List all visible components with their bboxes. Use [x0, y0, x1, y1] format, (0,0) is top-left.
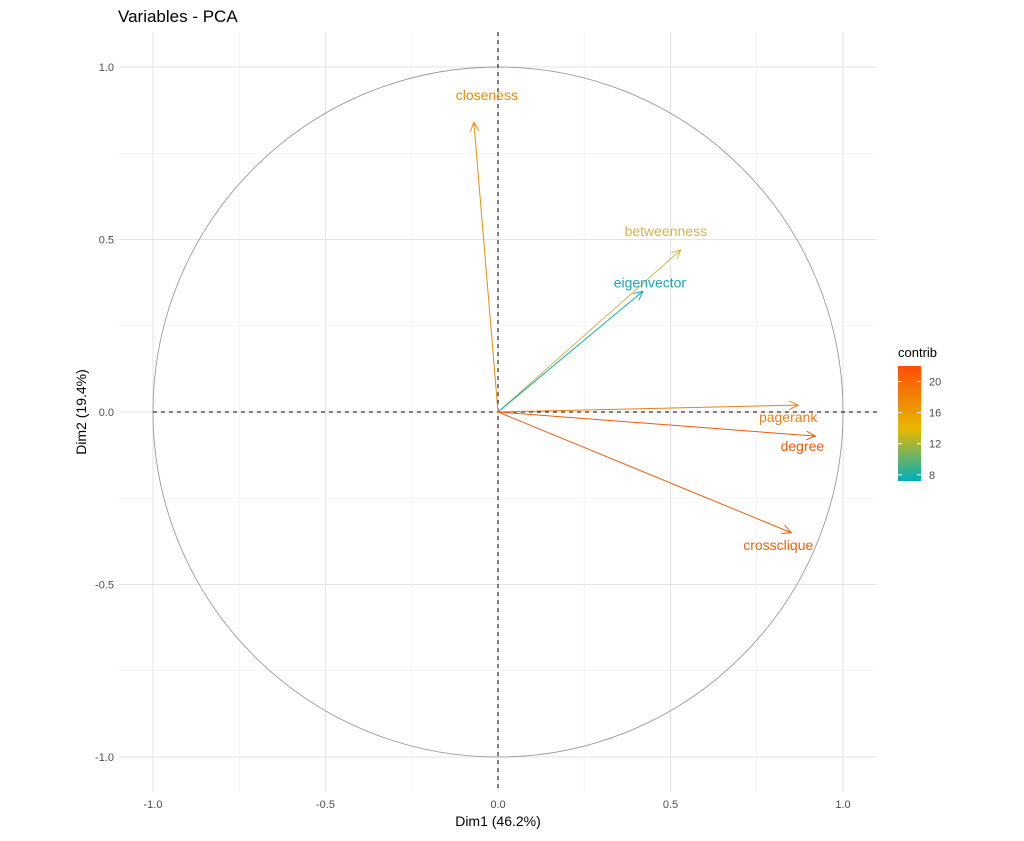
chart-title: Variables - PCA	[118, 7, 238, 26]
legend-title: contrib	[898, 345, 937, 360]
label-degree: degree	[781, 438, 825, 454]
y-tick-label: -1.0	[95, 752, 114, 764]
y-tick-label: 1.0	[99, 62, 114, 74]
legend-tick-label: 12	[929, 439, 941, 451]
legend-tick-label: 20	[929, 377, 941, 389]
y-tick-label: 0.0	[99, 407, 114, 419]
arrowhead-pagerank	[788, 400, 800, 411]
y-axis-title: Dim2 (19.4%)	[73, 369, 89, 455]
x-tick-label: -1.0	[144, 799, 163, 811]
arrowhead-closeness	[469, 121, 480, 132]
variable-arrows	[469, 121, 817, 534]
arrow-eigenvector	[497, 290, 644, 413]
arrow-closeness	[473, 122, 499, 413]
label-pagerank: pagerank	[759, 409, 818, 425]
y-tick-label: 0.5	[99, 235, 114, 247]
arrowhead-eigenvector	[633, 290, 644, 301]
variable-labels: closeness betweenness eigenvector pagerank d…	[456, 87, 825, 553]
arrowhead-crossclique	[781, 524, 793, 534]
label-closeness: closeness	[456, 87, 518, 103]
legend-tick-label: 8	[929, 470, 935, 482]
y-axis-ticks: 1.0 0.5 0.0 -0.5 -1.0	[95, 62, 114, 764]
arrow-crossclique	[497, 411, 792, 534]
x-tick-label: 0.0	[490, 799, 505, 811]
arrowhead-degree	[805, 430, 817, 441]
y-tick-label: -0.5	[95, 580, 114, 592]
x-tick-label: 1.0	[835, 799, 850, 811]
legend-colorbar	[898, 366, 921, 481]
label-eigenvector: eigenvector	[614, 274, 687, 290]
x-axis-ticks: -1.0 -0.5 0.0 0.5 1.0	[144, 799, 851, 811]
arrow-betweenness	[497, 249, 682, 413]
legend-ticks: 20 16 12 8	[898, 377, 941, 482]
label-crossclique: crossclique	[743, 537, 813, 553]
label-betweenness: betweenness	[625, 223, 708, 239]
arrowhead-betweenness	[671, 249, 682, 260]
x-tick-label: 0.5	[663, 799, 678, 811]
legend-tick-label: 16	[929, 408, 941, 420]
arrow-degree	[497, 411, 816, 437]
legend: contrib 20 16 12 8	[898, 345, 941, 482]
x-axis-title: Dim1 (46.2%)	[455, 813, 541, 829]
arrow-pagerank	[497, 404, 799, 413]
x-tick-label: -0.5	[316, 799, 335, 811]
